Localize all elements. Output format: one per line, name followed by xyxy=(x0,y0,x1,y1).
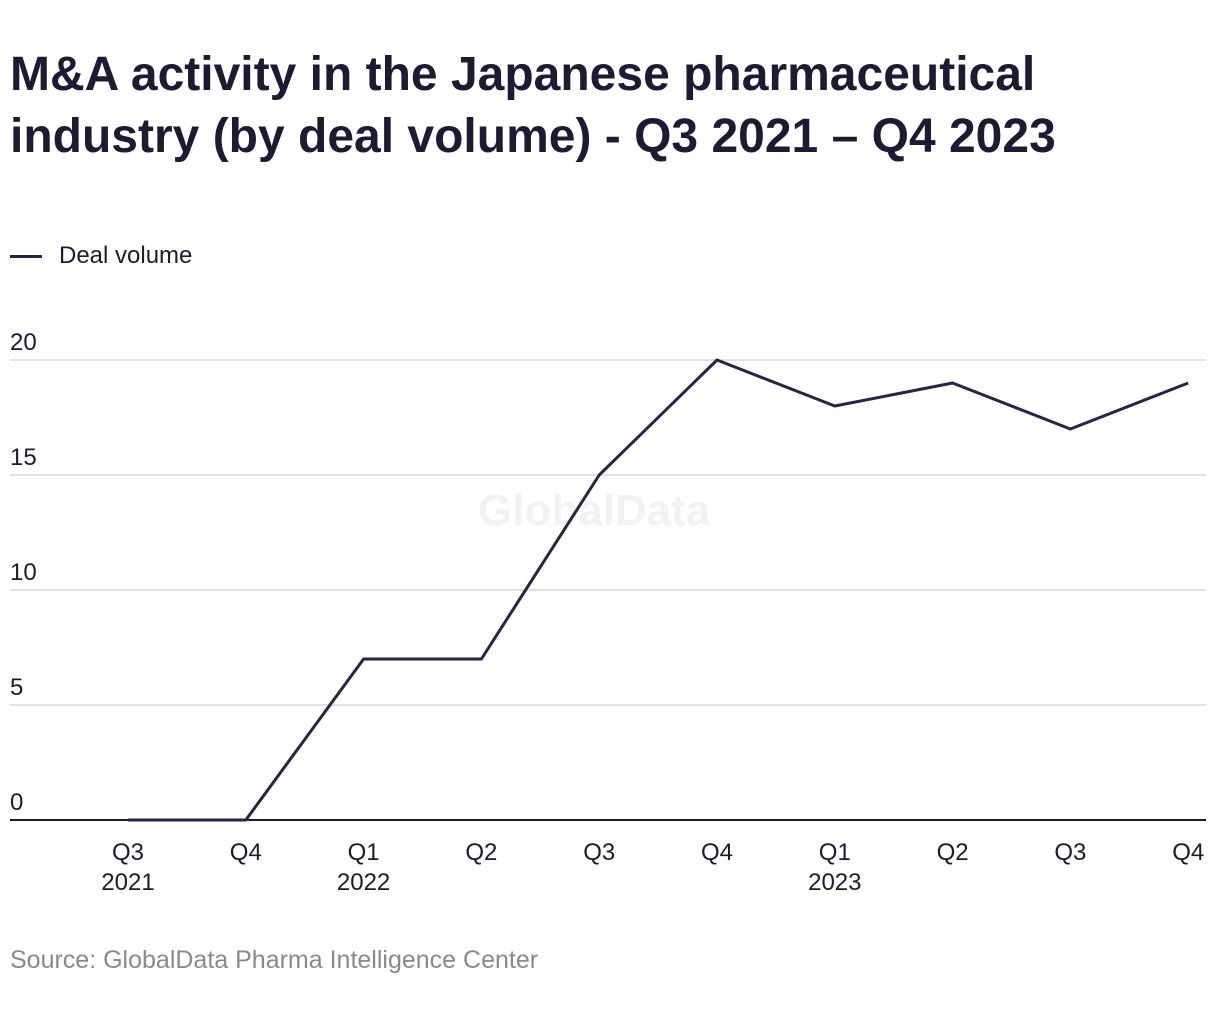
x-tick-label: Q2 xyxy=(465,839,497,866)
x-tick-year-label: 2022 xyxy=(337,869,390,896)
x-tick-year-label: 2023 xyxy=(808,869,861,896)
x-tick-label: Q1 xyxy=(348,839,380,866)
watermark: GlobalData xyxy=(478,486,711,535)
legend-swatch xyxy=(10,254,42,258)
x-tick-label: Q1 xyxy=(819,839,851,866)
x-tick-label: Q2 xyxy=(937,839,969,866)
legend-label: Deal volume xyxy=(59,242,193,269)
chart-title: M&A activity in the Japanese pharmaceuti… xyxy=(10,48,1056,163)
y-tick-label: 5 xyxy=(10,674,23,701)
x-axis-ticks: Q3 2021 Q4 Q1 2022 Q2 Q3 Q4 Q1 2023 Q2 Q3 Q4 xyxy=(101,839,1204,896)
x-tick-label: Q4 xyxy=(230,839,262,866)
x-tick-label: Q3 xyxy=(583,839,615,866)
x-tick-year-label: 2021 xyxy=(101,869,154,896)
x-tick-label: Q3 xyxy=(112,839,144,866)
y-tick-label: 0 xyxy=(10,789,23,816)
y-tick-label: 15 xyxy=(10,444,37,471)
x-tick-label: Q4 xyxy=(1172,839,1204,866)
y-axis-ticks: 0 5 10 15 20 xyxy=(10,329,37,816)
series-line-deal-volume xyxy=(128,358,1189,822)
y-tick-label: 10 xyxy=(10,559,37,586)
y-tick-label: 20 xyxy=(10,329,37,356)
x-tick-label: Q4 xyxy=(701,839,733,866)
source-note: Source: GlobalData Pharma Intelligence C… xyxy=(10,946,539,974)
legend: Deal volume xyxy=(10,242,192,270)
x-tick-label: Q3 xyxy=(1054,839,1086,866)
gridlines xyxy=(10,359,1206,706)
